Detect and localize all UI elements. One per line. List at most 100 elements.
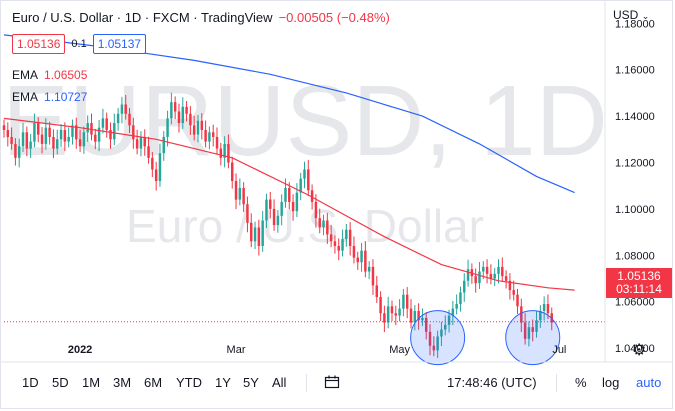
candle [170,92,173,125]
candle [386,296,390,329]
candle [113,113,116,146]
watermark-symbol: EURUSD, 1D [2,65,608,177]
candle [75,117,78,149]
candle [333,235,337,254]
toolbar-divider [556,374,557,392]
ema-slow-legend[interactable]: EMA 1.10727 [12,90,87,104]
candle [436,330,439,359]
annotation-layer [410,310,561,366]
candle [413,305,417,331]
candle [257,219,261,256]
candle [154,161,158,191]
candle [94,128,97,150]
candle [329,224,333,248]
time-axis[interactable]: 2022 Mar May Jul [68,344,567,356]
timeframe-5d[interactable]: 5D [52,375,69,390]
candle [33,113,36,148]
timeframe-all[interactable]: All [272,375,287,390]
chevron-down-icon: ⌄ [641,11,650,21]
candle [504,270,508,289]
candle [375,275,379,303]
candle [356,251,359,270]
candle [17,138,21,168]
candle [291,194,295,221]
candle [162,131,165,161]
candle [402,288,405,317]
candle [166,110,169,147]
candle [379,291,382,321]
ema-fast-legend[interactable]: EMA 1.06505 [12,68,87,82]
utc-clock[interactable]: 17:48:46 (UTC) [447,375,537,390]
candle [177,103,181,133]
candle [116,107,120,131]
candle [208,126,211,150]
candle [192,115,196,141]
timeframe-5y[interactable]: 5Y [243,375,259,390]
time-tick-label: May [389,344,410,356]
candle [230,156,234,189]
symbol-title[interactable]: Euro / U.S. Dollar · 1D · FXCM · Trading… [12,10,273,25]
candle [523,313,527,345]
ema-slow-value: 1.10727 [44,90,88,104]
candle [135,129,139,155]
timeframe-6m[interactable]: 6M [144,375,163,390]
price-axis[interactable]: 1.18000 1.16000 1.14000 1.12000 1.10000 1.080… [615,18,655,355]
bar-countdown: 03:11:14 [616,282,662,296]
percent-toggle[interactable]: % [575,375,587,390]
ema-fast-label: EMA [12,68,39,82]
circle-annotation[interactable] [410,310,466,366]
candle [143,129,146,156]
candle [234,173,238,210]
price-tick-label: 1.14000 [615,111,655,123]
candle [246,196,249,233]
candle [299,172,302,201]
candle [390,300,394,321]
candle [48,121,51,145]
candle [196,114,200,143]
log-toggle[interactable]: log [602,375,620,390]
candle [485,259,489,284]
candle [364,241,367,278]
last-price-value: 1.05136 [617,269,661,283]
ema-fast-value: 1.06505 [44,68,88,82]
candle [269,191,272,219]
candle [105,112,108,138]
buy-price-button[interactable]: 1.05137 [92,34,147,54]
candle [539,305,542,328]
candle [242,182,245,212]
candle [367,261,371,280]
candle [288,182,291,210]
candle [219,142,223,166]
candle [409,299,413,329]
toolbar-divider [306,374,307,392]
ema-fast-line [3,117,575,291]
candle [307,159,310,197]
gear-icon[interactable]: ⚙ [632,342,647,359]
auto-toggle[interactable]: auto [636,375,662,390]
candle [341,229,344,257]
candle [512,280,515,301]
timeframe-1m[interactable]: 1M [82,375,101,390]
candles-layer [2,92,553,359]
time-tick-label: Mar [227,344,246,356]
sell-price-button[interactable]: 1.05136 [12,34,66,54]
circle-annotation[interactable] [505,310,561,366]
candle [120,96,124,124]
calendar-range-icon[interactable] [324,375,340,392]
bottom-toolbar: 1D 5D 1M 3M 6M YTD 1Y 5Y All 17:48:46 (U… [0,368,673,398]
price-tick-label: 1.10000 [615,204,655,216]
price-change: −0.00505 (−0.48%) [278,10,390,25]
timeframe-3m[interactable]: 3M [113,375,132,390]
timeframe-1y[interactable]: 1Y [215,375,231,390]
last-price-label: 1.05136 03:11:14 [606,268,672,298]
candle [21,122,25,153]
candle [189,106,192,135]
timeframe-1d[interactable]: 1D [22,375,39,390]
currency-selector[interactable]: USD ⌄ [613,8,649,22]
price-tick-label: 1.18000 [615,18,655,30]
candle [451,300,455,326]
candle [394,305,398,326]
candle [371,259,375,295]
timeframe-ytd[interactable]: YTD [176,375,202,390]
